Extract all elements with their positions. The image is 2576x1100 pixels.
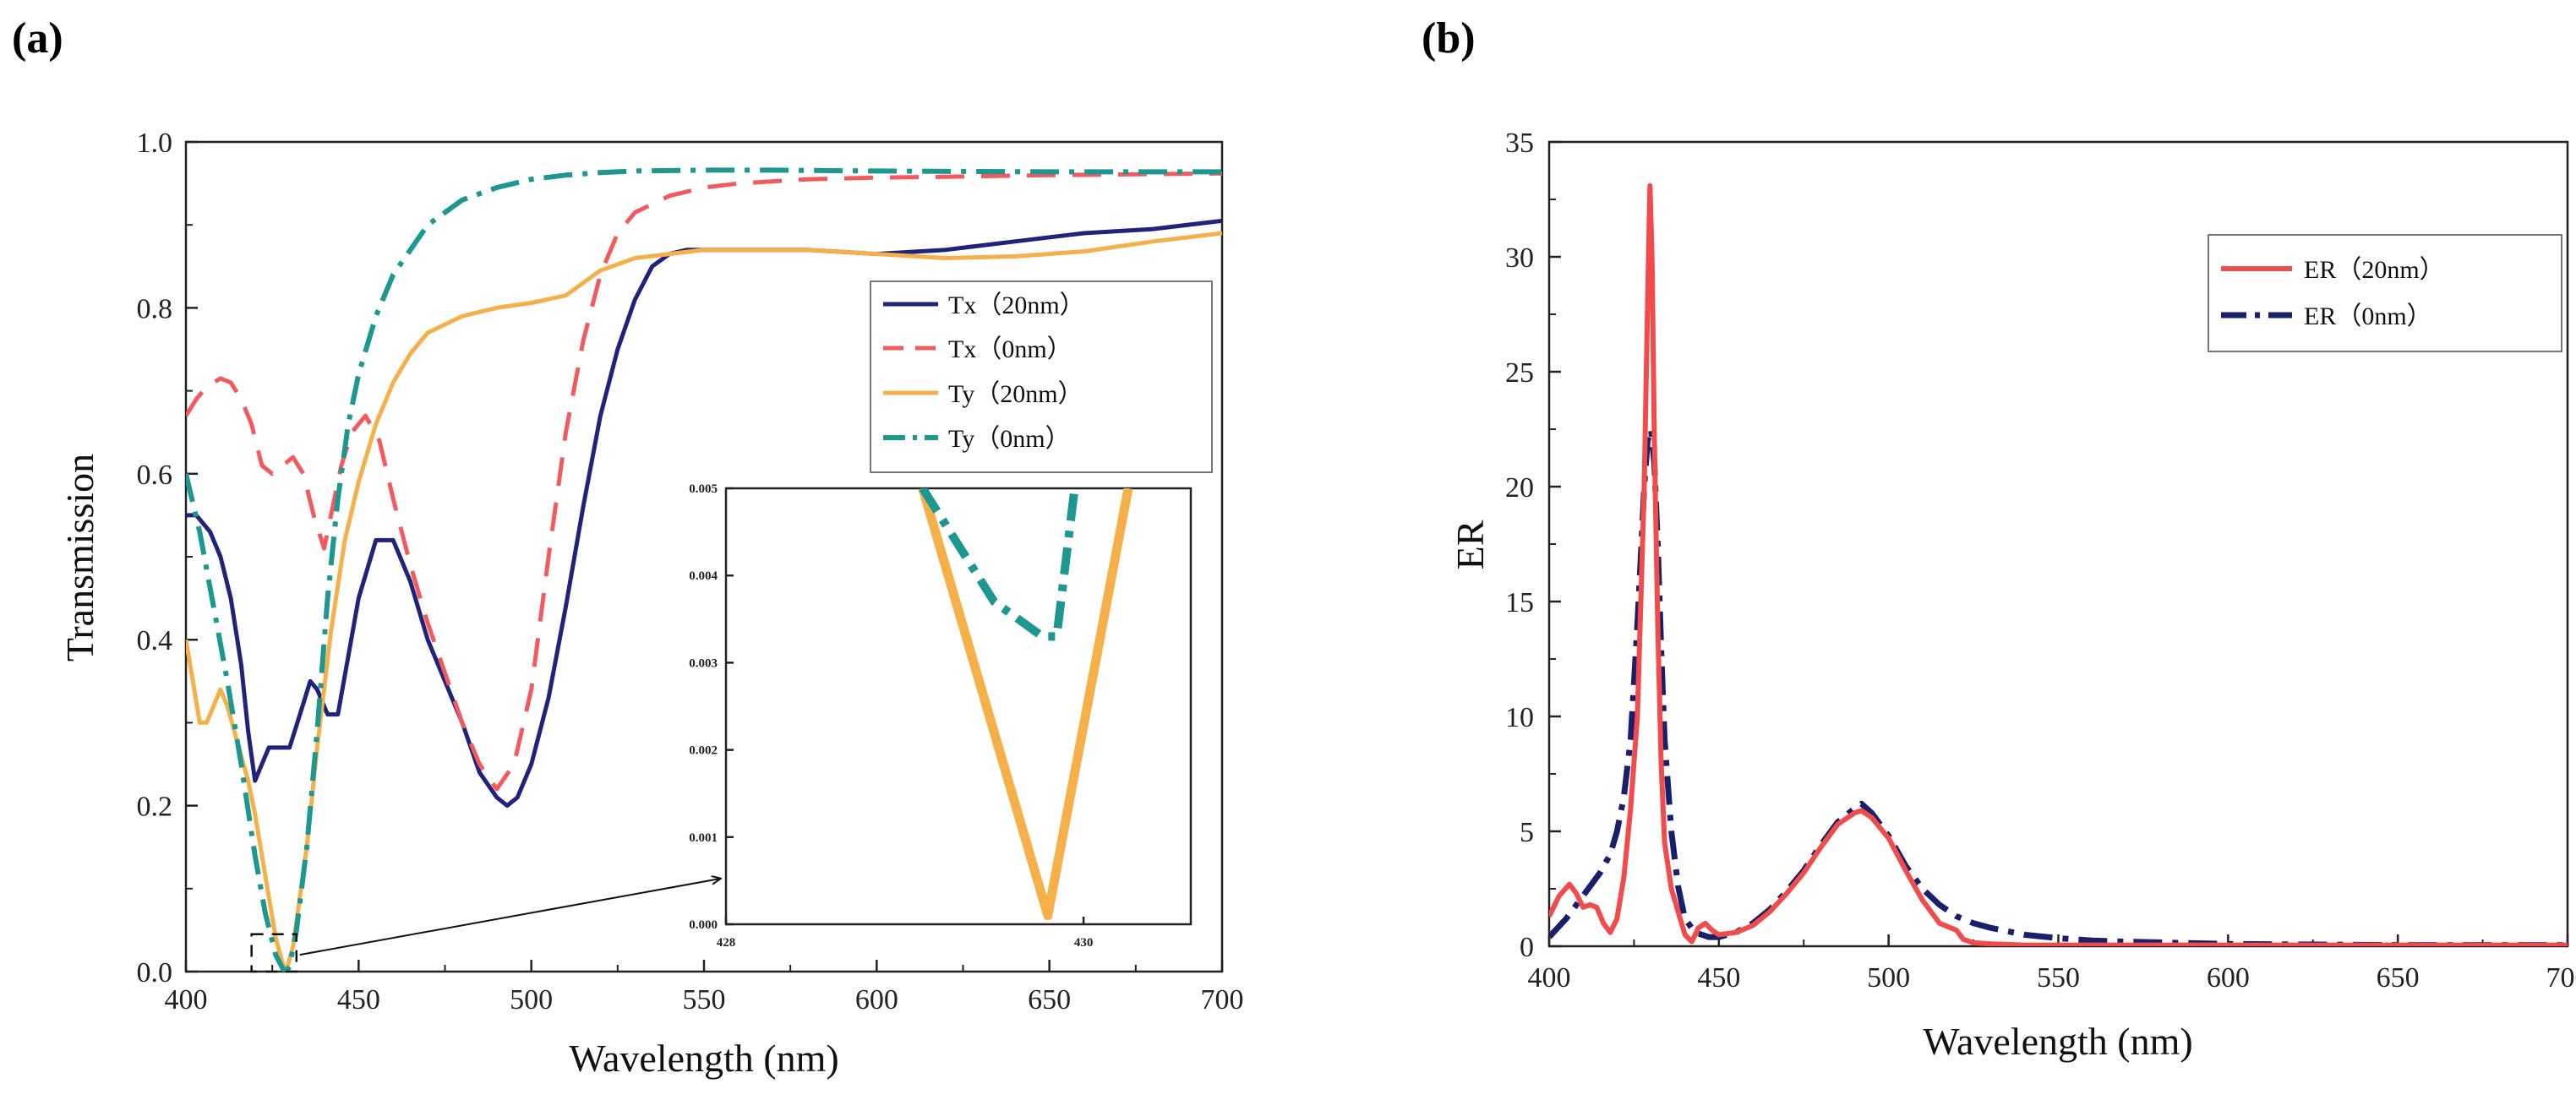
inset-line-ty-20nm	[918, 488, 1133, 921]
inset-line-ty-0nm	[919, 488, 1079, 641]
panel-a-y-tick-label: 0.8	[137, 293, 173, 324]
panel-b-y-tick-label: 5	[1520, 817, 1534, 848]
panel-b-y-tick-label: 15	[1505, 587, 1534, 618]
panel-a-x-tick-label: 700	[1201, 984, 1244, 1016]
panel-a-label: (a)	[12, 14, 63, 63]
panel-b-y-tick-label: 20	[1505, 472, 1534, 504]
legend-label-tx-0nm: Tx（0nm）	[948, 335, 1072, 363]
legend-frame	[2208, 234, 2562, 352]
legend-label-ty-0nm: Ty（0nm）	[948, 425, 1071, 453]
inset-frame	[724, 487, 1192, 926]
legend-label-tx-20nm: Tx（20nm）	[948, 291, 1085, 319]
panel-b-axes: 400 450 500 550 600 650 700 0 5 10 15 20 25 30 35	[1505, 128, 2576, 994]
inset-x-tick-label: 428	[717, 936, 736, 950]
series-line-tx-0nm	[186, 171, 1222, 792]
legend-frame	[870, 280, 1213, 473]
panel-a-y-axis-title: Transmission	[58, 454, 101, 662]
panel-b: (b) 40045050055060065070005101520253035 …	[1422, 14, 2576, 1063]
inset-y-tick-label: 0.005	[689, 482, 718, 496]
panel-a-y-tick-label: 0.4	[137, 625, 173, 656]
panel-b-y-tick-label: 25	[1505, 357, 1534, 389]
zoom-arrow	[299, 879, 720, 956]
inset-y-tick-label: 0.000	[689, 918, 718, 932]
panel-b-x-tick-label: 500	[1867, 962, 1910, 994]
panel-b-x-tick-label: 400	[1528, 962, 1571, 994]
inset-x-tick-label: 430	[1074, 936, 1094, 950]
panel-a-y-tick-label: 1.0	[137, 128, 173, 159]
panel-b-y-tick-label: 10	[1505, 702, 1534, 733]
zoom-box	[250, 933, 298, 973]
inset-y-tick-label: 0.002	[689, 744, 718, 758]
legend-label-er-0nm: ER（0nm）	[2304, 302, 2432, 330]
panel-a-plot-area	[186, 167, 1222, 972]
panel-b-x-axis-title: Wavelength (nm)	[1923, 1020, 2192, 1063]
panel-a-y-tick-label: 0.0	[137, 957, 173, 988]
panel-a-x-tick-label: 600	[855, 984, 898, 1016]
panel-b-x-tick-label: 450	[1697, 962, 1740, 994]
panel-b-legend: ER（20nm） ER（0nm）	[2208, 234, 2562, 352]
panel-a-x-tick-label: 650	[1028, 984, 1071, 1016]
inset-axes: 428 430 0.000 0.001 0.002 0.003 0.004 0.005	[689, 482, 1093, 950]
series-line-er-0nm	[1549, 426, 2568, 946]
panel-b-plot-area	[1549, 182, 2568, 946]
panel-a-x-tick-label: 500	[510, 984, 553, 1016]
panel-a-x-tick-label: 400	[165, 984, 208, 1016]
panel-a-x-tick-label: 550	[683, 984, 726, 1016]
panel-b-y-tick-label: 35	[1505, 128, 1534, 159]
panel-b-x-tick-label: 550	[2037, 962, 2080, 994]
legend-label-er-20nm: ER（20nm）	[2304, 256, 2445, 284]
panel-a: (a) 400 450 500 550 600 650 700 0.0 0.2 0.4 0.6 0.8…	[12, 14, 1244, 1080]
panel-a-axes: 400 450 500 550 600 650 700 0.0 0.2 0.4 0.6 0.8 1.0	[137, 128, 1244, 1016]
inset-y-tick-label: 0.004	[689, 569, 718, 583]
inset-plot: 428 430 0.000 0.001 0.002 0.003 0.004 0.005	[689, 482, 1192, 950]
panel-a-y-tick-label: 0.6	[137, 460, 173, 491]
panel-b-x-tick-label: 700	[2546, 962, 2576, 994]
panel-b-label: (b)	[1422, 14, 1476, 63]
series-line-ty-0nm	[186, 167, 1222, 972]
panel-b-x-tick-label: 650	[2377, 962, 2420, 994]
panel-a-legend: Tx（20nm） Tx（0nm） Ty（20nm） Ty（0nm）	[870, 280, 1213, 473]
panel-a-x-axis-title: Wavelength (nm)	[569, 1037, 838, 1080]
panel-b-x-tick-label: 600	[2207, 962, 2250, 994]
panel-a-x-tick-label: 450	[337, 984, 380, 1016]
legend-label-ty-20nm: Ty（20nm）	[948, 380, 1083, 408]
panel-a-y-tick-label: 0.2	[137, 792, 173, 823]
series-line-er-20nm	[1549, 182, 2568, 946]
panel-b-y-tick-label: 0	[1520, 932, 1534, 963]
inset-y-tick-label: 0.003	[689, 656, 718, 670]
panel-b-y-axis-title: ER	[1449, 520, 1492, 569]
inset-y-tick-label: 0.001	[689, 831, 718, 845]
panel-b-y-tick-label: 30	[1505, 242, 1534, 274]
